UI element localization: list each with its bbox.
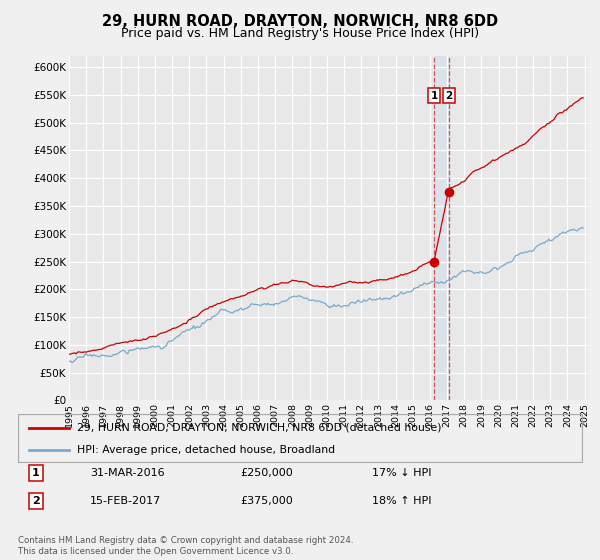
Text: 2: 2	[446, 91, 453, 101]
Text: 29, HURN ROAD, DRAYTON, NORWICH, NR8 6DD: 29, HURN ROAD, DRAYTON, NORWICH, NR8 6DD	[102, 14, 498, 29]
Text: £250,000: £250,000	[240, 468, 293, 478]
Text: 17% ↓ HPI: 17% ↓ HPI	[372, 468, 431, 478]
Text: 2: 2	[32, 496, 40, 506]
Text: HPI: Average price, detached house, Broadland: HPI: Average price, detached house, Broa…	[77, 445, 335, 455]
Text: Price paid vs. HM Land Registry's House Price Index (HPI): Price paid vs. HM Land Registry's House …	[121, 27, 479, 40]
Text: 31-MAR-2016: 31-MAR-2016	[90, 468, 164, 478]
Bar	[434, 56, 449, 400]
Text: 29, HURN ROAD, DRAYTON, NORWICH, NR8 6DD (detached house): 29, HURN ROAD, DRAYTON, NORWICH, NR8 6DD…	[77, 423, 442, 433]
Text: 1: 1	[32, 468, 40, 478]
Text: £375,000: £375,000	[240, 496, 293, 506]
Text: Contains HM Land Registry data © Crown copyright and database right 2024.
This d: Contains HM Land Registry data © Crown c…	[18, 536, 353, 556]
Text: 15-FEB-2017: 15-FEB-2017	[90, 496, 161, 506]
Text: 18% ↑ HPI: 18% ↑ HPI	[372, 496, 431, 506]
Text: 1: 1	[430, 91, 437, 101]
